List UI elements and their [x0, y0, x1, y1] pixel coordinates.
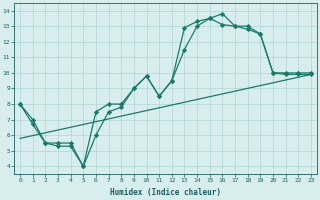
X-axis label: Humidex (Indice chaleur): Humidex (Indice chaleur) — [110, 188, 221, 197]
